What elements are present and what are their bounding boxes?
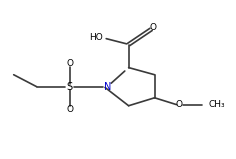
Text: S: S [67, 82, 73, 92]
Text: CH₃: CH₃ [209, 100, 225, 109]
Text: O: O [149, 23, 156, 32]
Text: HO: HO [89, 33, 103, 42]
Text: O: O [176, 100, 183, 109]
Text: O: O [66, 59, 73, 68]
Text: N: N [104, 82, 111, 92]
Text: O: O [66, 105, 73, 114]
